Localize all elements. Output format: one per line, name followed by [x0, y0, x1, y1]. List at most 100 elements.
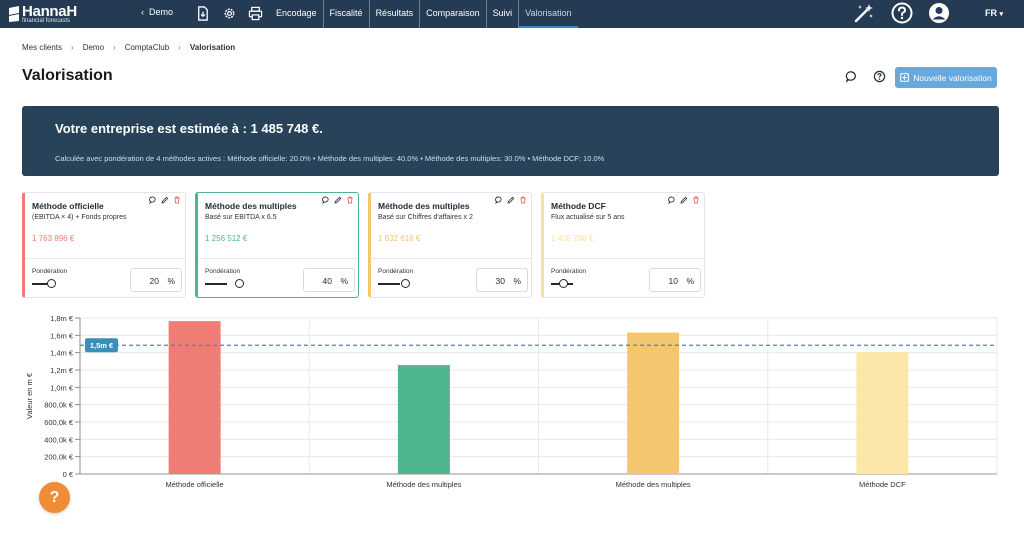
weight-slider-track[interactable]: [378, 283, 400, 285]
y-tick-label: 1,2m €: [50, 366, 74, 375]
logo[interactable]: HannaH financial forecasts: [8, 3, 118, 25]
weight-slider-handle[interactable]: [47, 279, 56, 288]
card-tools: [322, 196, 354, 204]
card-title: Méthode officielle: [32, 201, 104, 211]
magic-wand-icon[interactable]: [853, 2, 875, 24]
card-subtitle: Basé sur Chiffres d'affaires x 2: [378, 214, 473, 221]
weight-input[interactable]: 30%: [476, 268, 528, 292]
page-title: Valorisation: [22, 67, 113, 84]
nav-fiscalite[interactable]: Fiscalité: [324, 0, 370, 28]
y-tick-label: 1,8m €: [50, 314, 74, 323]
valuation-headline: Votre entreprise est estimée à : 1 485 7…: [55, 121, 323, 136]
y-tick-label: 0 €: [63, 470, 74, 479]
help-icon[interactable]: [873, 70, 886, 83]
weight-input[interactable]: 10%: [649, 268, 701, 292]
edit-pencil-icon[interactable]: [161, 196, 169, 204]
edit-pencil-icon[interactable]: [507, 196, 515, 204]
card-title: Méthode des multiples: [205, 201, 297, 211]
y-tick-label: 1,4m €: [50, 349, 74, 358]
breadcrumb-separator-icon: ›: [113, 43, 116, 52]
logo-name: HannaH: [22, 3, 77, 20]
x-tick-label: Méthode des multiples: [616, 480, 691, 489]
y-tick-label: 200,0k €: [44, 453, 74, 462]
weight-unit: %: [167, 276, 175, 286]
bar: [627, 332, 680, 474]
nav-encodage[interactable]: Encodage: [270, 0, 324, 28]
comment-icon[interactable]: [668, 196, 676, 204]
method-card: Méthode des multiples Basé sur Chiffres d…: [368, 192, 532, 298]
weight-slider-track[interactable]: [32, 283, 54, 285]
breadcrumb-separator-icon: ›: [178, 43, 181, 52]
delete-trash-icon[interactable]: [692, 196, 700, 204]
weight-slider-handle[interactable]: [401, 279, 410, 288]
comment-icon[interactable]: [845, 70, 858, 83]
card-divider: [371, 258, 531, 259]
reference-line-label: 1,5m €: [90, 341, 114, 350]
weight-value: 30: [495, 276, 505, 286]
nav-comparaison[interactable]: Comparaison: [420, 0, 487, 28]
card-divider: [198, 258, 358, 259]
card-value: 1 763 896 €: [32, 234, 75, 243]
language-selector[interactable]: FR ▾: [985, 8, 1003, 18]
weight-input[interactable]: 20%: [130, 268, 182, 292]
card-subtitle: Basé sur EBITDA x 6.5: [205, 214, 277, 221]
y-tick-label: 800,0k €: [44, 401, 74, 410]
y-tick-label: 600,0k €: [44, 418, 74, 427]
back-to-demo-link[interactable]: ‹ Demo: [141, 7, 174, 17]
help-circle-icon[interactable]: [891, 2, 913, 24]
delete-trash-icon[interactable]: [519, 196, 527, 204]
export-file-icon[interactable]: [195, 6, 210, 21]
card-title: Méthode DCF: [551, 201, 606, 211]
delete-trash-icon[interactable]: [173, 196, 181, 204]
reference-line-badge: [85, 338, 118, 353]
weight-unit: %: [686, 276, 694, 286]
card-value: 1 405 788 €: [551, 234, 594, 243]
help-chat-button[interactable]: ?: [39, 482, 70, 513]
nav-resultats[interactable]: Résultats: [370, 0, 421, 28]
breadcrumb-comptaclub[interactable]: ComptaClub: [124, 43, 170, 52]
user-account-icon[interactable]: [928, 2, 950, 24]
breadcrumb-current: Valorisation: [189, 43, 236, 52]
delete-trash-icon[interactable]: [346, 196, 354, 204]
breadcrumb-separator-icon: ›: [71, 43, 74, 52]
edit-pencil-icon[interactable]: [680, 196, 688, 204]
method-card: Méthode des multiples Basé sur EBITDA x 6…: [195, 192, 359, 298]
breadcrumb-mes-clients[interactable]: Mes clients: [22, 43, 63, 52]
language-label: FR: [985, 8, 997, 18]
print-icon[interactable]: [248, 6, 263, 21]
weight-value: 40: [322, 276, 332, 286]
valuation-summary-banner: Votre entreprise est estimée à : 1 485 7…: [22, 106, 999, 176]
comment-icon[interactable]: [322, 196, 330, 204]
weight-slider-handle[interactable]: [235, 279, 244, 288]
back-label: Demo: [149, 7, 174, 17]
weight-input[interactable]: 40%: [303, 268, 355, 292]
breadcrumb-demo[interactable]: Demo: [82, 43, 105, 52]
card-subtitle: Flux actualisé sur 5 ans: [551, 214, 625, 221]
weight-label: Pondération: [551, 268, 587, 275]
edit-pencil-icon[interactable]: [334, 196, 342, 204]
weight-slider-handle[interactable]: [559, 279, 568, 288]
card-value: 1 256 512 €: [205, 234, 248, 243]
settings-gear-icon[interactable]: [222, 6, 237, 21]
new-valuation-button[interactable]: Nouvelle valorisation: [895, 67, 997, 88]
logo-mark-icon: [9, 6, 19, 22]
comment-icon[interactable]: [149, 196, 157, 204]
bar: [397, 365, 450, 474]
y-tick-label: 1,0m €: [50, 383, 74, 392]
card-title: Méthode des multiples: [378, 201, 470, 211]
comment-icon[interactable]: [495, 196, 503, 204]
valuation-bar-chart: 0 € 200,0k € 400,0k € 600,0k € 800,0k € 1,0m …: [25, 314, 998, 489]
nav-valorisation[interactable]: Valorisation: [519, 0, 578, 28]
x-tick-label: Méthode officielle: [166, 480, 224, 489]
weight-label: Pondération: [205, 268, 241, 275]
card-divider: [25, 258, 185, 259]
card-tools: [149, 196, 181, 204]
card-divider: [544, 258, 704, 259]
method-card: Méthode DCF Flux actualisé sur 5 ans 1 405…: [541, 192, 705, 298]
weight-slider-track[interactable]: [205, 283, 227, 285]
valuation-weighting-text: Calculée avec pondération de 4 méthodes …: [55, 154, 605, 163]
main-nav: Encodage Fiscalité Résultats Comparaison…: [270, 0, 578, 28]
card-value: 1 632 616 €: [378, 234, 421, 243]
nav-suivi[interactable]: Suivi: [487, 0, 520, 28]
bar: [856, 352, 909, 474]
